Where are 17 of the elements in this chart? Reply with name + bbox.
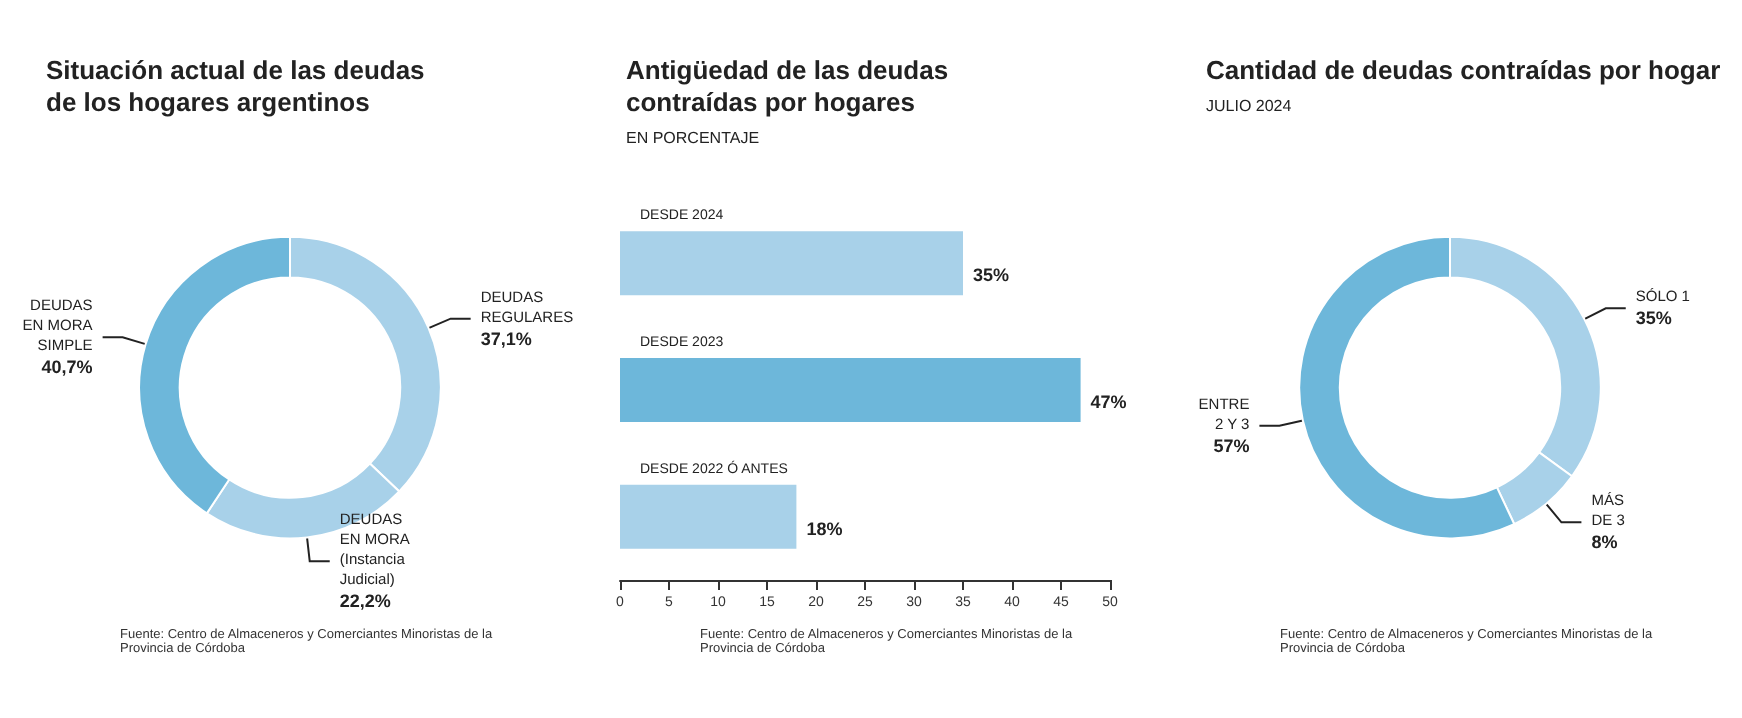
bar bbox=[620, 358, 1081, 422]
data-label: 57% bbox=[1213, 435, 1250, 456]
chart-title: Situación actual de las deudas de los hogares argentinos bbox=[46, 55, 425, 117]
data-label: 35% bbox=[973, 265, 1010, 286]
data-label: 8% bbox=[1591, 532, 1618, 553]
chart-title: Antigüedad de las deudas contraídas por hogares bbox=[626, 55, 949, 117]
data-label: 47% bbox=[1090, 392, 1127, 412]
data-label: 40,7% bbox=[41, 357, 93, 378]
bar bbox=[620, 484, 797, 549]
chart-subtitle: JULIO 2024 bbox=[1206, 97, 1293, 115]
data-label: 18% bbox=[806, 518, 843, 539]
data-label: 37,1% bbox=[480, 328, 532, 349]
bar bbox=[620, 231, 963, 296]
chart-title: Cantidad de deudas contraídas por hogar bbox=[1206, 55, 1721, 85]
data-label: 22,2% bbox=[339, 591, 391, 612]
chart-subtitle: EN PORCENTAJE bbox=[626, 129, 760, 147]
data-label: 35% bbox=[1635, 308, 1672, 329]
